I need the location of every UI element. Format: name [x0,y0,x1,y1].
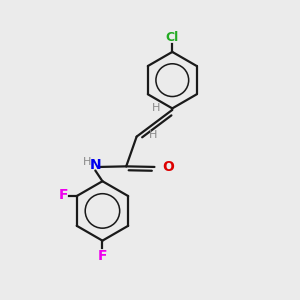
Text: N: N [89,158,101,172]
Text: H: H [149,130,157,140]
Text: Cl: Cl [166,31,179,44]
Text: F: F [59,188,68,203]
Text: O: O [162,160,174,174]
Text: F: F [98,249,107,263]
Text: H: H [83,157,91,166]
Text: H: H [152,103,160,113]
